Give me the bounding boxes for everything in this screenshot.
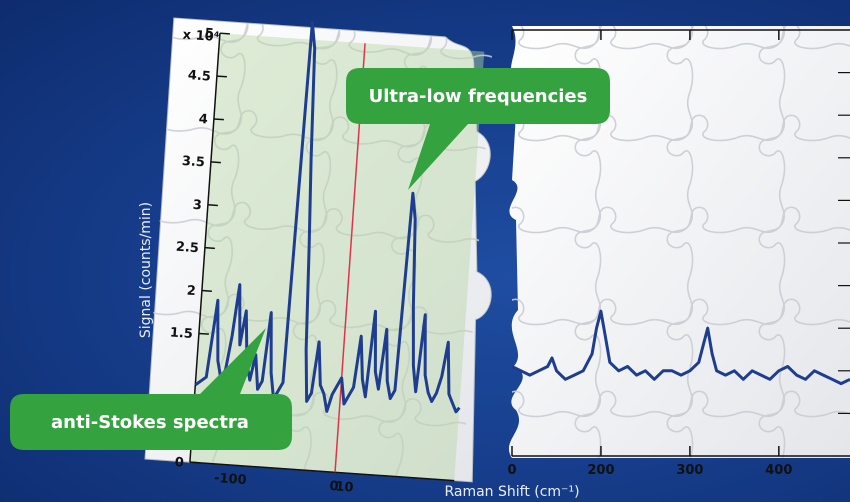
left-y-tick-mark [213,118,224,121]
anti-stokes-bubble [10,328,292,450]
left-y-tick-mark [219,32,230,35]
left-y-tick-label: 3.5 [181,154,205,171]
y-axis-title: Signal (counts/min) [138,202,154,338]
anti-stokes-label: anti-Stokes spectra [51,412,249,433]
left-y-tick-label: 1.5 [169,325,193,342]
left-y-tick-mark [204,246,215,250]
left-y-tick-label: 2 [186,284,196,300]
left-x-tick-label: 10 [335,479,354,495]
left-y-tick-mark [198,332,209,335]
left-x-axis [189,461,455,482]
left-y-tick-label: 0 [174,455,184,471]
right-x-tick-label: 300 [676,463,703,478]
ultra-low-bubble [346,68,610,190]
left-y-tick-label: 5 [204,26,214,42]
left-y-tick-mark [189,461,200,464]
left-y-tick-label: 3 [192,198,202,214]
left-y-tick-label: 4.5 [187,68,211,85]
right-spectrum-line [511,309,850,386]
left-x-tick-label: -100 [214,471,248,488]
right-x-ticks: 0 200 300 400 [507,30,850,478]
left-y-ticks: 0 1.5 2 2.5 3 3.5 4 4.5 5 [169,26,230,471]
y-multiplier-label: x 10⁴ [182,28,220,46]
left-y-tick-label: 2.5 [175,240,199,257]
left-x-tick-label: 0 [329,479,339,495]
left-x-ticks: -100 010 [214,471,354,496]
ultra-low-label: Ultra-low frequencies [369,86,588,107]
right-x-tick-label: 0 [507,463,516,478]
right-x-tick-label: 200 [587,463,614,478]
left-y-tick-mark [201,289,212,293]
right-x-tick-label: 400 [765,463,792,478]
left-y-tick-mark [210,161,221,164]
left-y-tick-mark [216,75,227,78]
x-axis-title: Raman Shift (cm⁻¹) [444,484,579,500]
left-y-tick-mark [207,204,218,207]
anti-stokes-callout: anti-Stokes spectra [10,328,292,450]
ultra-low-callout: Ultra-low frequencies [346,68,610,190]
left-y-tick-label: 4 [198,112,208,128]
